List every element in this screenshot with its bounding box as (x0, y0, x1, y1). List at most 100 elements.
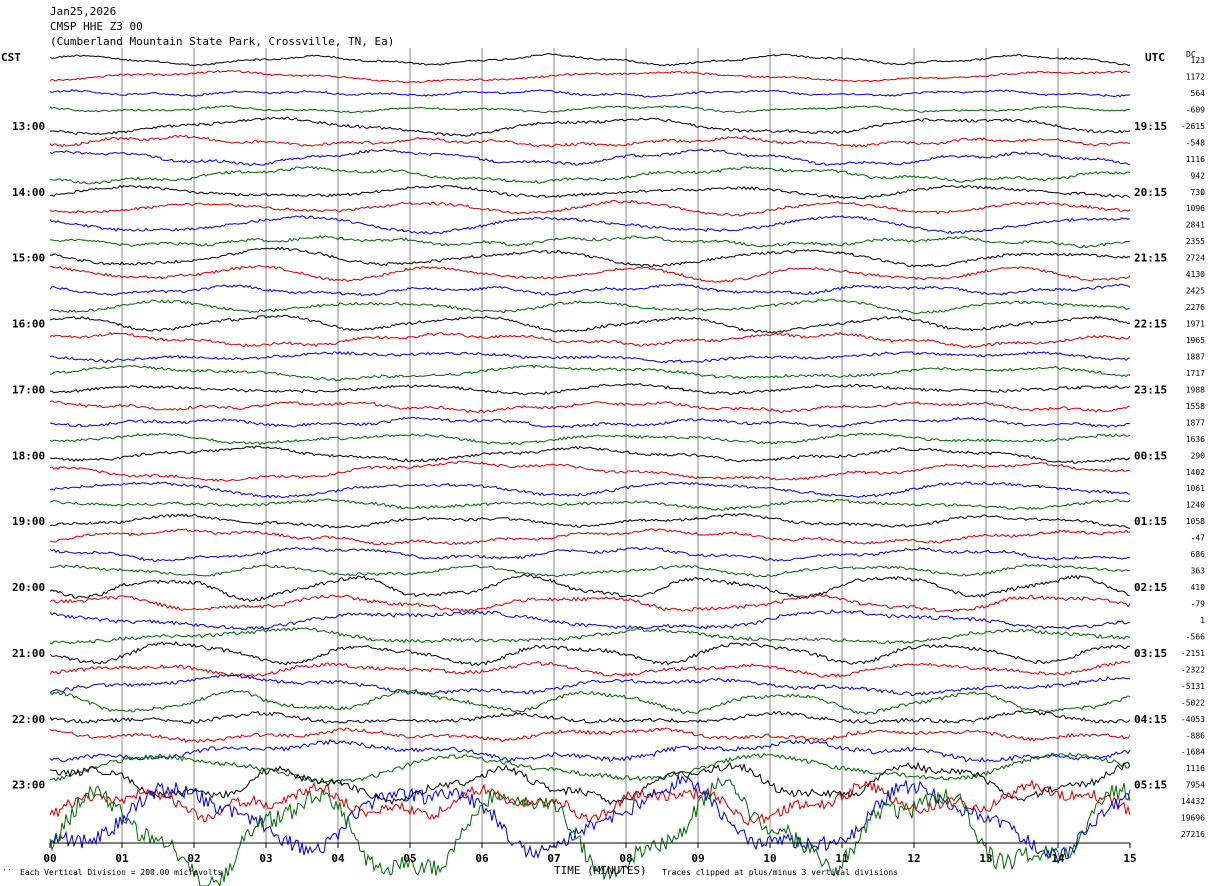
dc-offset-2: 1172 (1186, 72, 1205, 81)
dc-offset-43: -1684 (1181, 748, 1205, 757)
header-station: CMSP HHE Z3 00 (50, 20, 143, 33)
x-tick-label-15: 15 (1123, 852, 1136, 865)
dc-offset-27: 1061 (1186, 484, 1205, 493)
right-hour-label-10: 04:15 (1134, 713, 1167, 726)
trace-line-13 (49, 246, 1131, 268)
left-hour-label-5: 17:00 (12, 383, 45, 396)
right-hour-label-3: 21:15 (1134, 252, 1167, 265)
right-hour-label-11: 05:15 (1134, 779, 1167, 792)
x-tick-label-04: 04 (331, 852, 345, 865)
x-tick-label-14: 14 (1051, 852, 1065, 865)
dc-offset-32: 363 (1191, 567, 1206, 576)
right-hour-label-4: 22:15 (1134, 318, 1167, 331)
trace-line-34 (49, 593, 1131, 613)
dc-offset-13: 2724 (1186, 254, 1205, 263)
trace-line-22 (49, 400, 1131, 414)
right-timezone-label: UTC (1145, 51, 1165, 64)
trace-line-25 (49, 445, 1131, 464)
trace-line-10 (49, 199, 1131, 217)
trace-line-5 (50, 116, 1131, 137)
dc-offset-1: 123 (1191, 56, 1206, 65)
trace-line-2 (49, 70, 1130, 84)
x-tick-label-03: 03 (259, 852, 272, 865)
trace-line-41 (49, 710, 1131, 725)
seismic-traces (49, 52, 1131, 886)
trace-line-11 (49, 215, 1131, 235)
left-timezone-label: CST (1, 51, 21, 64)
dc-offset-25: 290 (1191, 451, 1206, 460)
trace-line-9 (49, 184, 1131, 200)
dc-offset-37: -2151 (1181, 649, 1205, 658)
left-hour-label-4: 16:00 (12, 318, 45, 331)
trace-line-37 (49, 641, 1131, 667)
x-tick-label-10: 10 (763, 852, 776, 865)
left-hour-label-1: 13:00 (12, 120, 45, 133)
right-hour-label-9: 03:15 (1134, 647, 1167, 660)
left-hour-label-10: 22:00 (12, 713, 45, 726)
trace-line-28 (49, 498, 1131, 511)
dc-offset-9: 730 (1191, 188, 1206, 197)
trace-line-1 (49, 52, 1131, 67)
x-tick-label-13: 13 (979, 852, 992, 865)
dc-offset-42: -886 (1186, 731, 1205, 740)
dc-offset-26: 1402 (1186, 468, 1205, 477)
dc-offset-11: 2841 (1186, 221, 1205, 230)
right-hour-label-1: 19:15 (1134, 120, 1167, 133)
right-hour-label-2: 20:15 (1134, 186, 1167, 199)
trace-line-45 (49, 761, 1131, 806)
chart-footer: ′′ Each Vertical Division = 200.00 micro… (2, 864, 898, 877)
right-hour-label-7: 01:15 (1134, 515, 1167, 528)
dc-offset-7: 1116 (1186, 155, 1205, 164)
left-hour-label-3: 15:00 (12, 252, 45, 265)
trace-line-38 (49, 660, 1131, 678)
trace-line-20 (49, 364, 1131, 382)
trace-line-4 (49, 105, 1131, 114)
trace-line-36 (49, 626, 1131, 645)
trace-line-7 (49, 148, 1131, 167)
left-hour-label-7: 19:00 (12, 515, 45, 528)
dc-offset-39: -5131 (1181, 682, 1205, 691)
dc-offset-33: 410 (1191, 583, 1206, 592)
dc-offset-15: 2425 (1186, 287, 1205, 296)
trace-line-33 (49, 573, 1131, 603)
left-hour-label-2: 14:00 (12, 186, 45, 199)
trace-line-31 (49, 546, 1131, 562)
trace-line-6 (49, 134, 1131, 148)
trace-line-17 (49, 314, 1131, 334)
trace-line-30 (49, 528, 1131, 546)
trace-line-15 (49, 283, 1131, 297)
right-hour-label-5: 23:15 (1134, 383, 1167, 396)
trace-line-27 (49, 481, 1131, 499)
trace-line-29 (49, 512, 1131, 529)
trace-line-21 (50, 383, 1131, 396)
trace-line-42 (49, 727, 1131, 744)
header-location: (Cumberland Mountain State Park, Crossvi… (50, 35, 394, 48)
minute-gridlines (121, 48, 1059, 843)
dc-offset-14: 4130 (1186, 270, 1205, 279)
dc-offset-45: 7954 (1186, 781, 1205, 790)
trace-line-48 (49, 776, 1131, 886)
dc-offset-47: 19696 (1181, 814, 1205, 823)
x-axis-ticks: 00 01 02 03 04 05 06 07 08 09 10 11 12 13 14 15 (43, 843, 1137, 865)
dc-offset-36: -566 (1186, 632, 1205, 641)
dc-offset-44: 1116 (1186, 764, 1205, 773)
trace-line-40 (49, 688, 1131, 716)
trace-line-26 (49, 460, 1131, 483)
x-tick-label-00: 00 (43, 852, 56, 865)
trace-line-3 (49, 89, 1131, 98)
x-tick-label-05: 05 (403, 852, 416, 865)
left-hour-label-8: 20:00 (12, 581, 45, 594)
trace-line-14 (49, 264, 1131, 283)
dc-offset-8: 942 (1191, 171, 1206, 180)
dc-offset-28: 1240 (1186, 501, 1205, 510)
trace-line-8 (49, 165, 1131, 185)
dc-offset-30: -47 (1191, 534, 1206, 543)
dc-offset-46: 14432 (1181, 797, 1205, 806)
x-tick-label-02: 02 (187, 852, 200, 865)
dc-offset-40: -5022 (1181, 698, 1205, 707)
trace-line-16 (49, 298, 1131, 315)
dc-column-label: DC (1186, 50, 1196, 59)
dc-offset-24: 1636 (1186, 435, 1205, 444)
left-hour-labels: 13:00 14:00 15:00 16:00 17:00 18:00 19:00 20:00… (12, 120, 45, 792)
right-hour-label-6: 00:15 (1134, 449, 1167, 462)
